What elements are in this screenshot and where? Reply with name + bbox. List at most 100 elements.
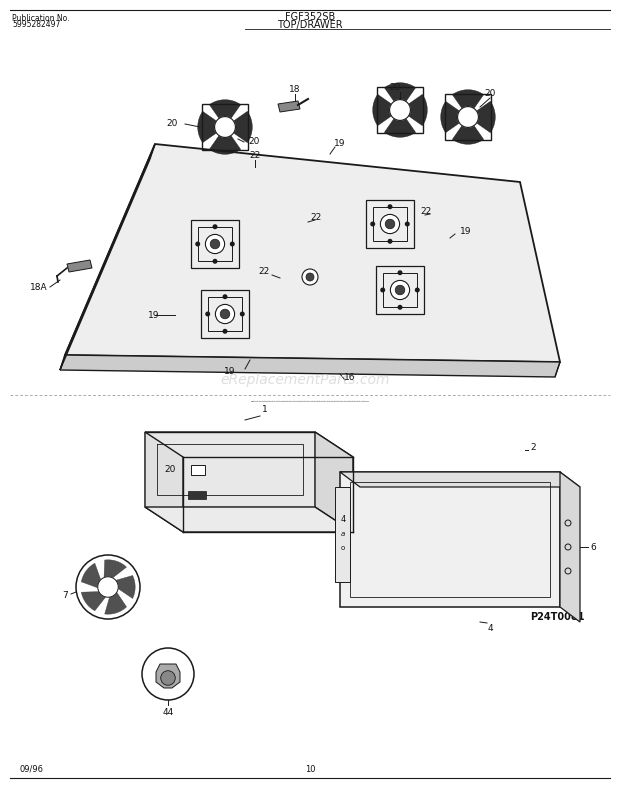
Circle shape (205, 234, 224, 253)
Polygon shape (278, 101, 300, 112)
Text: 22: 22 (421, 208, 432, 216)
Bar (188, 490, 206, 498)
Text: 4: 4 (487, 624, 493, 633)
Circle shape (142, 648, 194, 700)
Circle shape (76, 555, 140, 619)
Bar (191, 465, 205, 475)
Text: o: o (341, 545, 345, 550)
Polygon shape (373, 94, 391, 126)
Circle shape (381, 215, 400, 234)
Text: P24T0081: P24T0081 (531, 612, 585, 622)
Text: ────────────────────────────────────────────────────────: ────────────────────────────────────────… (250, 400, 370, 404)
Circle shape (220, 309, 230, 319)
Polygon shape (81, 563, 100, 588)
Circle shape (395, 285, 405, 295)
Polygon shape (145, 432, 315, 507)
Bar (191, 220, 239, 268)
Circle shape (205, 311, 210, 317)
Bar (383, 272, 417, 307)
Circle shape (161, 671, 175, 685)
Text: 19: 19 (334, 139, 346, 148)
Polygon shape (156, 664, 180, 688)
Text: 19: 19 (224, 367, 236, 376)
Polygon shape (384, 82, 415, 101)
Polygon shape (116, 576, 135, 599)
Polygon shape (60, 355, 560, 377)
Text: 19: 19 (148, 310, 159, 319)
Circle shape (240, 311, 245, 317)
Text: 20: 20 (165, 466, 176, 474)
Polygon shape (104, 560, 126, 577)
Circle shape (391, 280, 410, 299)
Polygon shape (145, 432, 183, 532)
Polygon shape (340, 472, 580, 487)
Circle shape (230, 242, 235, 246)
Polygon shape (81, 592, 105, 611)
Polygon shape (67, 260, 92, 272)
Circle shape (195, 242, 200, 246)
Text: 19: 19 (460, 227, 471, 237)
Bar (373, 207, 407, 242)
Text: Publication No.: Publication No. (12, 14, 69, 23)
Polygon shape (335, 487, 350, 582)
Circle shape (405, 222, 410, 227)
Text: 6: 6 (590, 543, 596, 551)
Circle shape (370, 222, 375, 227)
Text: a: a (341, 531, 345, 538)
Polygon shape (210, 136, 241, 154)
Text: 20: 20 (389, 83, 401, 93)
Text: 44: 44 (162, 708, 174, 717)
Circle shape (388, 204, 392, 209)
Polygon shape (210, 100, 241, 118)
Text: 22: 22 (259, 268, 270, 276)
Circle shape (213, 224, 218, 229)
Polygon shape (198, 112, 216, 143)
Circle shape (213, 259, 218, 264)
Text: 22: 22 (310, 212, 321, 222)
Polygon shape (234, 112, 252, 143)
Polygon shape (441, 101, 459, 132)
Text: 18: 18 (290, 86, 301, 94)
Circle shape (302, 269, 318, 285)
Polygon shape (453, 126, 484, 144)
Text: 7: 7 (62, 591, 68, 600)
Circle shape (397, 305, 402, 310)
Circle shape (388, 238, 392, 244)
Polygon shape (65, 144, 560, 362)
Circle shape (397, 270, 402, 276)
Bar (208, 297, 242, 331)
Polygon shape (453, 89, 484, 108)
Text: FGF352SB: FGF352SB (285, 12, 335, 22)
Bar (376, 266, 424, 314)
Text: 4: 4 (340, 515, 345, 524)
Text: 10: 10 (305, 765, 315, 774)
Polygon shape (555, 362, 560, 377)
Text: 22: 22 (249, 151, 260, 161)
Text: 20: 20 (484, 89, 495, 98)
Bar (201, 290, 249, 338)
Bar (198, 227, 232, 261)
Circle shape (223, 294, 228, 299)
Bar (366, 200, 414, 248)
Text: · · · · · · · · · · · · · · · · · · · · · · · · · · · · · · · · · · · · · · · · : · · · · · · · · · · · · · · · · · · · · … (254, 399, 366, 403)
Text: 20: 20 (167, 120, 178, 128)
Polygon shape (340, 472, 560, 607)
Circle shape (223, 329, 228, 333)
Circle shape (306, 273, 314, 281)
Circle shape (215, 304, 234, 324)
Polygon shape (477, 101, 495, 132)
Text: 1: 1 (262, 405, 268, 414)
Text: 2: 2 (530, 443, 536, 451)
Polygon shape (409, 94, 427, 126)
Polygon shape (145, 432, 353, 457)
Circle shape (98, 577, 118, 597)
Text: 18A: 18A (30, 283, 48, 291)
Circle shape (210, 239, 220, 249)
Polygon shape (560, 472, 580, 622)
Polygon shape (384, 119, 415, 137)
Polygon shape (315, 432, 353, 532)
Circle shape (380, 287, 385, 292)
Circle shape (415, 287, 420, 292)
Circle shape (385, 219, 395, 229)
Text: 16: 16 (344, 372, 356, 382)
